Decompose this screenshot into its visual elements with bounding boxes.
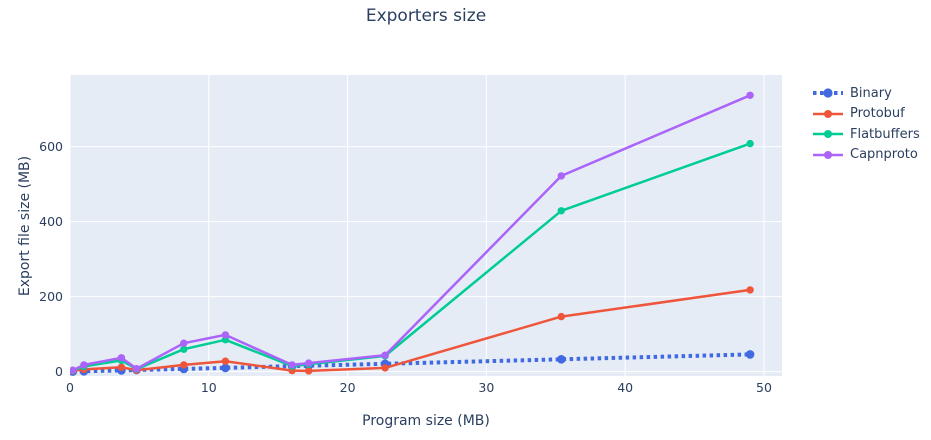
legend-label: Protobuf [850, 106, 905, 122]
y-axis-title: Export file size (MB) [17, 155, 33, 297]
legend-dot [824, 109, 832, 118]
data-point [180, 339, 188, 347]
legend-label: Flatbuffers [850, 126, 920, 142]
legend-dot [824, 150, 832, 159]
axis-ticks: 0 10 20 30 40 50 0 200 400 600 [39, 139, 772, 395]
x-tick-label: 20 [340, 380, 356, 395]
legend-marker-binary [813, 88, 843, 98]
chart-title: Exporters size [365, 6, 487, 26]
data-point [117, 354, 126, 362]
gridlines [69, 75, 782, 376]
data-point [745, 350, 755, 359]
data-point [381, 364, 389, 372]
legend-marker-flatbuffers [813, 130, 843, 139]
legend-item-flatbuffers[interactable]: Flatbuffers [812, 124, 920, 145]
series-line-binary [72, 352, 751, 374]
legend-item-binary[interactable]: Binary [812, 83, 920, 104]
data-point [557, 312, 565, 321]
x-tick-label: 10 [201, 380, 217, 395]
data-point [557, 355, 566, 364]
legend-label: Capnproto [850, 147, 918, 163]
y-tick-label: 0 [55, 364, 63, 379]
series-group [70, 91, 755, 376]
data-point [305, 367, 313, 375]
x-tick-label: 0 [66, 380, 74, 395]
data-point [746, 139, 754, 148]
legend-item-protobuf[interactable]: Protobuf [812, 104, 920, 125]
data-point [557, 207, 565, 215]
data-point [557, 172, 565, 180]
data-point [132, 365, 141, 373]
legend-item-capnproto[interactable]: Capnproto [812, 145, 920, 166]
legend-dot [824, 130, 832, 139]
legend-marker-protobuf [813, 109, 843, 118]
y-tick-label: 200 [39, 289, 63, 304]
legend-label: Binary [850, 85, 892, 101]
x-axis-title: Program size (MB) [362, 413, 490, 429]
y-tick-label: 600 [39, 139, 63, 154]
data-point [221, 331, 230, 339]
data-point [381, 351, 389, 359]
data-point [288, 361, 296, 369]
data-point [221, 363, 230, 373]
data-point [80, 361, 88, 369]
x-tick-label: 50 [756, 380, 772, 395]
data-point [70, 366, 77, 374]
data-point [221, 357, 230, 365]
legend-marker-capnproto [813, 150, 843, 159]
data-point [746, 91, 754, 100]
data-point [746, 286, 754, 294]
data-point [305, 359, 313, 367]
series-markers-capnproto [70, 91, 754, 374]
legend: Binary Protobuf Flatbuffers Capnproto [812, 83, 920, 165]
x-tick-label: 30 [478, 380, 494, 395]
plot-background [70, 75, 782, 376]
y-tick-label: 400 [39, 214, 63, 229]
legend-dot [823, 88, 833, 98]
data-point [117, 363, 126, 371]
x-tick-label: 40 [617, 380, 633, 395]
data-point [180, 345, 188, 353]
data-point [180, 361, 188, 369]
